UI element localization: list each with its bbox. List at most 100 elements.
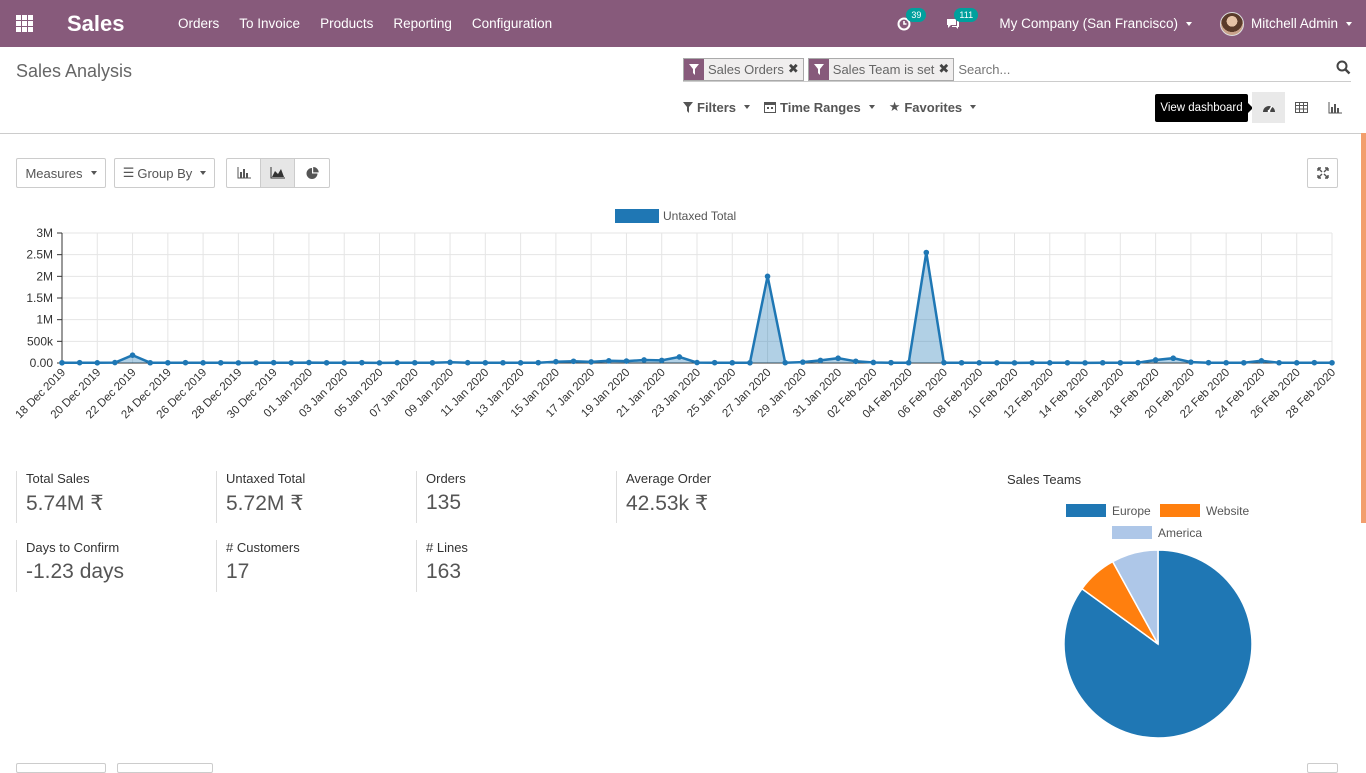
menu-reporting[interactable]: Reporting	[393, 16, 452, 31]
data-point	[694, 359, 700, 366]
user-menu[interactable]: Mitchell Admin	[1219, 11, 1352, 36]
caret-down-icon	[90, 171, 97, 175]
time-ranges-dropdown[interactable]: Time Ranges	[764, 99, 875, 115]
menu-orders[interactable]: Orders	[178, 16, 220, 31]
clock-icon	[897, 17, 911, 30]
bar-chart-button[interactable]	[227, 159, 261, 187]
y-tick-label: 3M	[36, 226, 53, 240]
facet-remove-icon[interactable]: ✖	[938, 58, 954, 80]
facet-label: Sales Orders	[704, 58, 788, 80]
data-point	[1135, 359, 1141, 366]
facet-sales-orders: Sales Orders ✖	[683, 57, 804, 81]
pie-chart-title: Sales Teams	[1007, 472, 1082, 487]
measures-dropdown[interactable]: Measures	[16, 158, 106, 188]
favorites-dropdown[interactable]: ★ Favorites	[888, 99, 977, 115]
data-point	[553, 358, 559, 365]
bottom-button[interactable]	[16, 763, 106, 773]
data-point	[464, 359, 471, 366]
filters-label: Filters	[697, 99, 737, 115]
view-switcher	[1252, 92, 1351, 123]
data-point	[535, 359, 542, 366]
aggregate-customers[interactable]: # Customers 17	[216, 540, 300, 592]
aggregate-days-to-confirm[interactable]: Days to Confirm -1.23 days	[16, 540, 124, 592]
menu-products[interactable]: Products	[320, 16, 374, 31]
group-by-dropdown[interactable]: ☰ Group By	[114, 158, 215, 188]
app-brand[interactable]: Sales	[67, 11, 125, 36]
dashboard-view-button[interactable]	[1252, 92, 1285, 123]
data-point	[112, 359, 118, 366]
aggregate-label: Total Sales	[26, 471, 90, 486]
data-point	[958, 359, 965, 366]
caret-down-icon	[1185, 21, 1192, 26]
menu-configuration[interactable]: Configuration	[471, 16, 553, 31]
aggregate-average-order[interactable]: Average Order 42.53k ₹	[616, 471, 711, 523]
star-icon: ★	[888, 99, 901, 114]
aggregate-label: Orders	[426, 471, 466, 486]
data-point	[729, 359, 736, 366]
menu-to-invoice[interactable]: To Invoice	[239, 16, 301, 31]
filters-dropdown[interactable]: Filters	[683, 99, 751, 115]
activity-count-badge: 39	[906, 7, 927, 22]
bottom-button-group[interactable]	[117, 763, 213, 773]
data-point	[94, 360, 101, 366]
data-point	[1293, 360, 1300, 366]
data-point	[1205, 359, 1212, 366]
user-avatar	[1219, 11, 1244, 36]
data-point	[588, 359, 594, 365]
pie-chart-icon	[306, 166, 319, 179]
data-point	[817, 357, 824, 364]
control-panel-divider	[0, 133, 1366, 134]
data-point	[676, 354, 683, 360]
data-point	[76, 359, 83, 366]
data-point	[623, 358, 630, 364]
search-bar: Sales Orders ✖ Sales Team is set ✖	[683, 57, 1351, 82]
data-point	[270, 359, 277, 366]
calendar-icon	[764, 102, 777, 113]
data-point	[517, 360, 524, 366]
data-point	[764, 273, 771, 280]
aggregate-orders[interactable]: Orders 135	[416, 471, 466, 523]
aggregate-label: # Lines	[426, 540, 468, 555]
data-point	[870, 359, 877, 366]
messaging-button[interactable]: 111	[945, 7, 979, 31]
aggregate-value: 5.72M ₹	[226, 492, 304, 515]
pie-legend-swatch	[1160, 504, 1200, 517]
list-icon: ☰	[122, 165, 135, 180]
data-point	[429, 359, 436, 366]
message-count-badge: 111	[954, 7, 979, 22]
view-dashboard-tooltip: View dashboard	[1155, 94, 1253, 122]
activity-button[interactable]: 39	[897, 7, 927, 31]
aggregate-lines[interactable]: # Lines 163	[416, 540, 468, 592]
breadcrumb: Sales Analysis	[16, 61, 133, 81]
data-point	[500, 359, 506, 366]
bottom-fullscreen-button[interactable]	[1307, 763, 1338, 773]
search-options: Filters Time Ranges ★ Favorites	[683, 99, 977, 115]
pivot-view-button[interactable]	[1285, 92, 1318, 123]
aggregate-untaxed-total[interactable]: Untaxed Total 5.72M ₹	[216, 471, 305, 523]
chart-type-switch	[226, 158, 330, 188]
fullscreen-button[interactable]	[1307, 158, 1338, 188]
search-input[interactable]	[958, 59, 1351, 79]
facet-remove-icon[interactable]: ✖	[787, 58, 803, 80]
expand-icon	[1316, 167, 1329, 179]
scrollbar-thumb[interactable]	[1361, 133, 1366, 523]
data-point	[200, 360, 206, 366]
data-point	[376, 360, 383, 366]
data-point	[1258, 358, 1265, 364]
data-point	[1241, 359, 1247, 366]
line-chart-button[interactable]	[261, 159, 295, 187]
data-point	[1170, 355, 1177, 362]
data-point	[606, 358, 612, 364]
tachometer-icon	[1262, 105, 1275, 112]
aggregate-total-sales[interactable]: Total Sales 5.74M ₹	[16, 471, 104, 523]
data-point	[1064, 359, 1071, 366]
company-switcher[interactable]: My Company (San Francisco)	[999, 16, 1192, 31]
aggregate-value: 17	[226, 560, 250, 583]
data-point	[147, 359, 153, 366]
pie-chart-button[interactable]	[295, 159, 329, 187]
search-icon[interactable]	[1336, 60, 1351, 80]
graph-view-button[interactable]	[1318, 92, 1351, 123]
apps-menu-icon[interactable]	[16, 15, 33, 32]
data-point	[888, 359, 894, 366]
